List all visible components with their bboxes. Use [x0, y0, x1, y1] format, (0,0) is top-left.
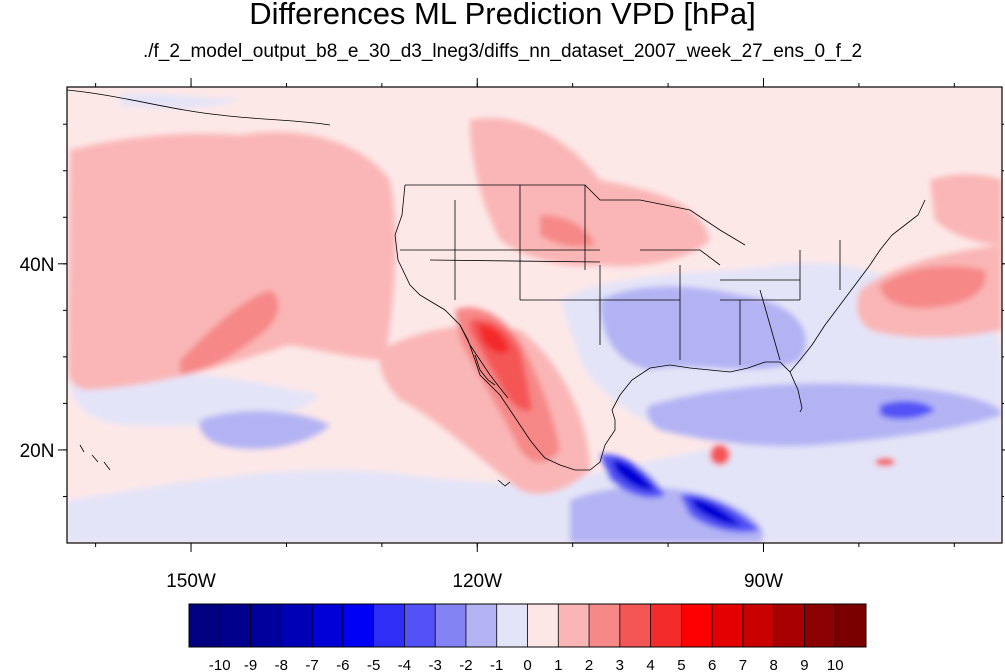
- colorbar-label: 6: [708, 657, 716, 672]
- colorbar-swatch: [681, 604, 713, 647]
- colorbar-frame: [188, 603, 867, 648]
- colorbar-label: -4: [398, 657, 411, 672]
- colorbar-swatch: [527, 604, 559, 647]
- colorbar-labels: -10 -9 -8 -7 -6 -5 -4 -3 -2 -1 0 1 2 3 4 5 6 7 8 9 10: [209, 657, 844, 672]
- colorbar-swatch: [342, 604, 374, 647]
- colorbar-label: -10: [209, 657, 231, 672]
- colorbar-swatch: [435, 604, 467, 647]
- colorbar-swatch: [804, 604, 836, 647]
- colorbar-label: 10: [827, 657, 844, 672]
- colorbar-label: 1: [554, 657, 562, 672]
- colorbar-swatch: [835, 604, 867, 647]
- colorbar-label: 8: [770, 657, 778, 672]
- colorbar-label: -6: [336, 657, 349, 672]
- colorbar: [188, 603, 867, 648]
- colorbar-swatch: [465, 604, 498, 647]
- colorbar-swatch: [589, 604, 621, 647]
- colorbar-swatch: [404, 604, 436, 647]
- colorbar-label: -9: [244, 657, 257, 672]
- lon-tick-label: 150W: [166, 571, 216, 592]
- colorbar-label: -8: [275, 657, 288, 672]
- colorbar-swatch: [373, 604, 405, 647]
- colorbar-swatch: [773, 604, 805, 647]
- map-frame: [66, 86, 1003, 544]
- colorbar-label: -7: [305, 657, 318, 672]
- colorbar-swatch: [558, 604, 590, 647]
- coastline-borders: [67, 89, 926, 487]
- colorbar-label: 4: [646, 657, 654, 672]
- colorbar-swatch: [219, 604, 251, 647]
- colorbar-label: 9: [800, 657, 808, 672]
- colorbar-label: -2: [459, 657, 472, 672]
- vpd-difference-field: [67, 93, 1002, 543]
- lon-tick-label: 120W: [452, 571, 502, 592]
- map-subtitle: ./f_2_model_output_b8_e_30_d3_lneg3/diff…: [142, 41, 863, 62]
- map-ticks: [58, 78, 1005, 552]
- colorbar-label: -3: [429, 657, 442, 672]
- lon-tick-label: 90W: [744, 571, 783, 592]
- colorbar-swatch: [619, 604, 651, 647]
- colorbar-swatch: [742, 604, 774, 647]
- colorbar-swatch: [189, 604, 221, 647]
- lat-tick-label: 40N: [20, 255, 55, 276]
- map-panel: 150W 120W 90W 40N 20N: [20, 78, 1005, 592]
- colorbar-label: 3: [616, 657, 624, 672]
- axis-tick-labels: 150W 120W 90W 40N 20N: [20, 255, 784, 592]
- colorbar-swatch: [712, 604, 744, 647]
- colorbar-label: -5: [367, 657, 380, 672]
- colorbar-swatch: [250, 604, 282, 647]
- colorbar-label: -1: [490, 657, 503, 672]
- colorbar-swatch: [496, 604, 528, 647]
- colorbar-label: 0: [523, 657, 531, 672]
- colorbar-swatch: [312, 604, 344, 647]
- lat-tick-label: 20N: [20, 441, 55, 462]
- colorbar-swatch: [281, 604, 313, 647]
- colorbar-swatch: [650, 604, 682, 647]
- map-title: Differences ML Prediction VPD [hPa]: [249, 0, 756, 31]
- colorbar-label: 5: [677, 657, 685, 672]
- colorbar-label: 2: [585, 657, 593, 672]
- colorbar-label: 7: [739, 657, 747, 672]
